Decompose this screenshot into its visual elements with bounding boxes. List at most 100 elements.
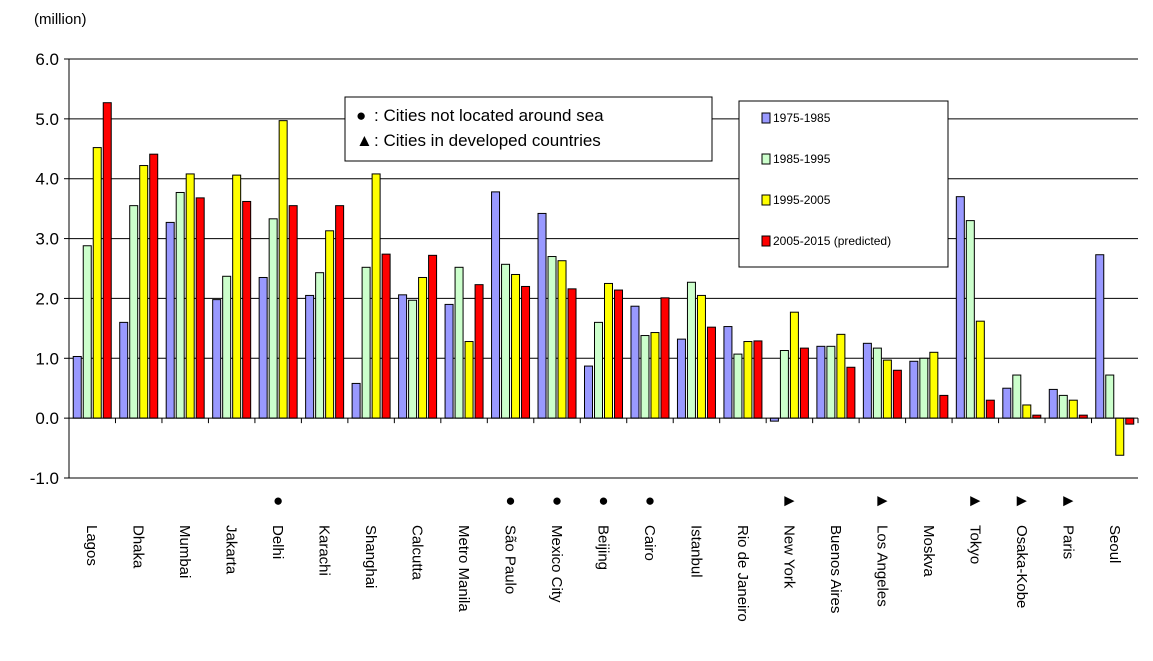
not-around-sea-marker: ● xyxy=(273,491,283,510)
category-label: Buenos Aires xyxy=(827,525,844,613)
bar xyxy=(139,165,149,419)
bar xyxy=(185,173,195,419)
bar xyxy=(361,266,371,419)
bar xyxy=(779,350,789,419)
not-around-sea-marker: ● xyxy=(645,491,655,510)
legend: 1975-1985 1985-1995 1995-2005 2005-2015 (pr… xyxy=(738,100,949,268)
bar xyxy=(753,340,763,419)
legend-swatch xyxy=(761,153,771,165)
bar xyxy=(335,205,345,419)
legend-label: 1975-1985 xyxy=(773,111,831,125)
bar xyxy=(686,281,696,419)
category-label: Paris xyxy=(1059,525,1076,559)
bar xyxy=(799,347,809,419)
category-label: Istanbul xyxy=(687,525,704,578)
developed-country-marker: ► xyxy=(874,491,891,510)
y-tick-label: 0.0 xyxy=(35,409,59,428)
bar xyxy=(892,369,902,419)
bar xyxy=(547,256,557,419)
annotation-line-1: : Cities not located around sea xyxy=(374,106,604,125)
bar xyxy=(305,294,315,419)
bar xyxy=(614,289,623,419)
bar xyxy=(1068,399,1078,419)
bar xyxy=(723,326,733,419)
bar xyxy=(72,355,82,419)
y-tick-label: 5.0 xyxy=(35,110,59,129)
bar xyxy=(604,282,613,419)
annotation-line-2: : Cities in developed countries xyxy=(374,131,601,150)
bar xyxy=(826,345,836,419)
legend-label: 1985-1995 xyxy=(773,152,831,166)
y-tick-label: 6.0 xyxy=(35,50,59,69)
bar xyxy=(1012,374,1022,419)
category-label: Beijing xyxy=(595,525,612,570)
bar xyxy=(129,205,139,419)
bar xyxy=(567,288,577,419)
bar xyxy=(584,365,593,419)
y-axis-unit: (million) xyxy=(34,11,87,28)
y-tick-label: -1.0 xyxy=(30,469,59,488)
bar xyxy=(92,147,102,419)
category-label: Osaka-Kobe xyxy=(1013,525,1030,608)
bar xyxy=(939,394,949,419)
category-label: Calcutta xyxy=(409,525,426,581)
category-label: Los Angeles xyxy=(873,525,890,607)
bar xyxy=(195,197,205,419)
annotation-symbol-circle: ● xyxy=(356,106,366,125)
bar xyxy=(474,284,484,419)
bar xyxy=(1125,417,1135,425)
category-label: Karachi xyxy=(316,525,333,576)
not-around-sea-marker: ● xyxy=(552,491,562,510)
bar xyxy=(428,254,438,419)
bar xyxy=(557,260,567,419)
category-label: Metro Manila xyxy=(455,525,472,612)
bar xyxy=(351,382,361,419)
bar xyxy=(371,173,381,419)
category-label: Shanghai xyxy=(362,525,379,588)
category-label: Rio de Janeiro xyxy=(734,525,751,622)
category-label: Cairo xyxy=(641,525,658,561)
bar xyxy=(743,341,753,419)
category-label: Seoul xyxy=(1106,525,1123,563)
category-markers: ● ● ● ● ● ► ► ► ► ► xyxy=(273,491,1077,510)
bar xyxy=(733,353,743,419)
bar xyxy=(212,299,222,419)
bar xyxy=(242,200,252,419)
y-tick-label: 3.0 xyxy=(35,230,59,249)
category-label: Mexico City xyxy=(548,525,565,603)
bar xyxy=(882,359,892,419)
developed-country-marker: ► xyxy=(967,491,984,510)
bar xyxy=(418,276,428,419)
bar xyxy=(862,342,872,419)
legend-label: 2005-2015 (predicted) xyxy=(773,234,891,248)
bar xyxy=(268,218,278,419)
annotation-box: ● : Cities not located around sea ▲ : Ci… xyxy=(344,96,713,162)
bar xyxy=(836,333,846,419)
bar xyxy=(325,230,335,419)
bar xyxy=(258,276,268,419)
bar xyxy=(232,174,242,419)
y-axis-ticks: 6.0 5.0 4.0 3.0 2.0 1.0 0.0 -1.0 xyxy=(30,50,69,488)
bar xyxy=(985,399,995,419)
legend-swatch xyxy=(761,112,771,124)
category-label: Lagos xyxy=(83,525,100,566)
bar xyxy=(1115,417,1125,456)
developed-country-marker: ► xyxy=(1013,491,1030,510)
category-label: Moskva xyxy=(920,525,937,577)
y-tick-label: 2.0 xyxy=(35,289,59,308)
y-tick-label: 1.0 xyxy=(35,349,59,368)
bar xyxy=(501,263,511,419)
bar xyxy=(909,360,919,419)
bar xyxy=(102,102,112,419)
bar xyxy=(222,275,232,419)
category-label: São Paulo xyxy=(502,525,519,594)
y-tick-label: 4.0 xyxy=(35,170,59,189)
category-label: Tokyo xyxy=(966,525,983,564)
bar xyxy=(594,321,603,419)
legend-swatch xyxy=(761,235,771,247)
category-labels: Lagos Dhaka Mumbai Jakarta Delhi Karachi Shang… xyxy=(83,525,1123,622)
bar xyxy=(537,212,547,419)
not-around-sea-marker: ● xyxy=(598,491,608,510)
bar xyxy=(706,326,716,419)
